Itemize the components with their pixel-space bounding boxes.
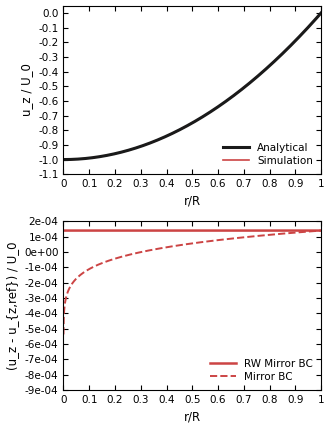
Simulation: [262, 68, 266, 73]
RW Mirror BC: [187, 228, 191, 233]
Line: Simulation: Simulation: [63, 13, 321, 160]
Y-axis label: u_z / U_0: u_z / U_0: [20, 63, 33, 116]
Analytical: [166, 133, 170, 138]
RW Mirror BC: [312, 228, 315, 233]
Analytical: [175, 129, 179, 134]
Analytical: [319, 10, 323, 15]
Legend: Analytical, Simulation: Analytical, Simulation: [219, 139, 316, 169]
Simulation: [166, 133, 170, 138]
Mirror BC: [312, 229, 315, 234]
Simulation: [175, 129, 179, 134]
Simulation: [88, 155, 92, 160]
Line: Analytical: Analytical: [63, 13, 321, 160]
Legend: RW Mirror BC, Mirror BC: RW Mirror BC, Mirror BC: [207, 356, 316, 385]
RW Mirror BC: [180, 228, 184, 233]
RW Mirror BC: [312, 228, 315, 233]
Analytical: [262, 68, 266, 73]
Simulation: [267, 63, 271, 69]
RW Mirror BC: [319, 228, 323, 233]
Line: Mirror BC: Mirror BC: [63, 230, 321, 334]
Simulation: [238, 88, 242, 93]
Mirror BC: [319, 228, 323, 233]
Simulation: [319, 10, 323, 15]
RW Mirror BC: [75, 228, 79, 233]
Mirror BC: [75, 276, 79, 281]
Mirror BC: [312, 229, 315, 234]
X-axis label: r/R: r/R: [184, 411, 201, 423]
Simulation: [61, 157, 65, 162]
Mirror BC: [187, 241, 191, 246]
Analytical: [267, 63, 271, 69]
Mirror BC: [264, 233, 268, 238]
RW Mirror BC: [264, 228, 268, 233]
Y-axis label: (u_z - u_{z,ref}) / U_0: (u_z - u_{z,ref}) / U_0: [6, 242, 18, 370]
Mirror BC: [180, 242, 184, 248]
X-axis label: r/R: r/R: [184, 195, 201, 208]
Analytical: [61, 157, 65, 162]
Mirror BC: [61, 332, 65, 337]
Analytical: [88, 155, 92, 160]
Analytical: [238, 88, 242, 93]
RW Mirror BC: [61, 228, 65, 233]
